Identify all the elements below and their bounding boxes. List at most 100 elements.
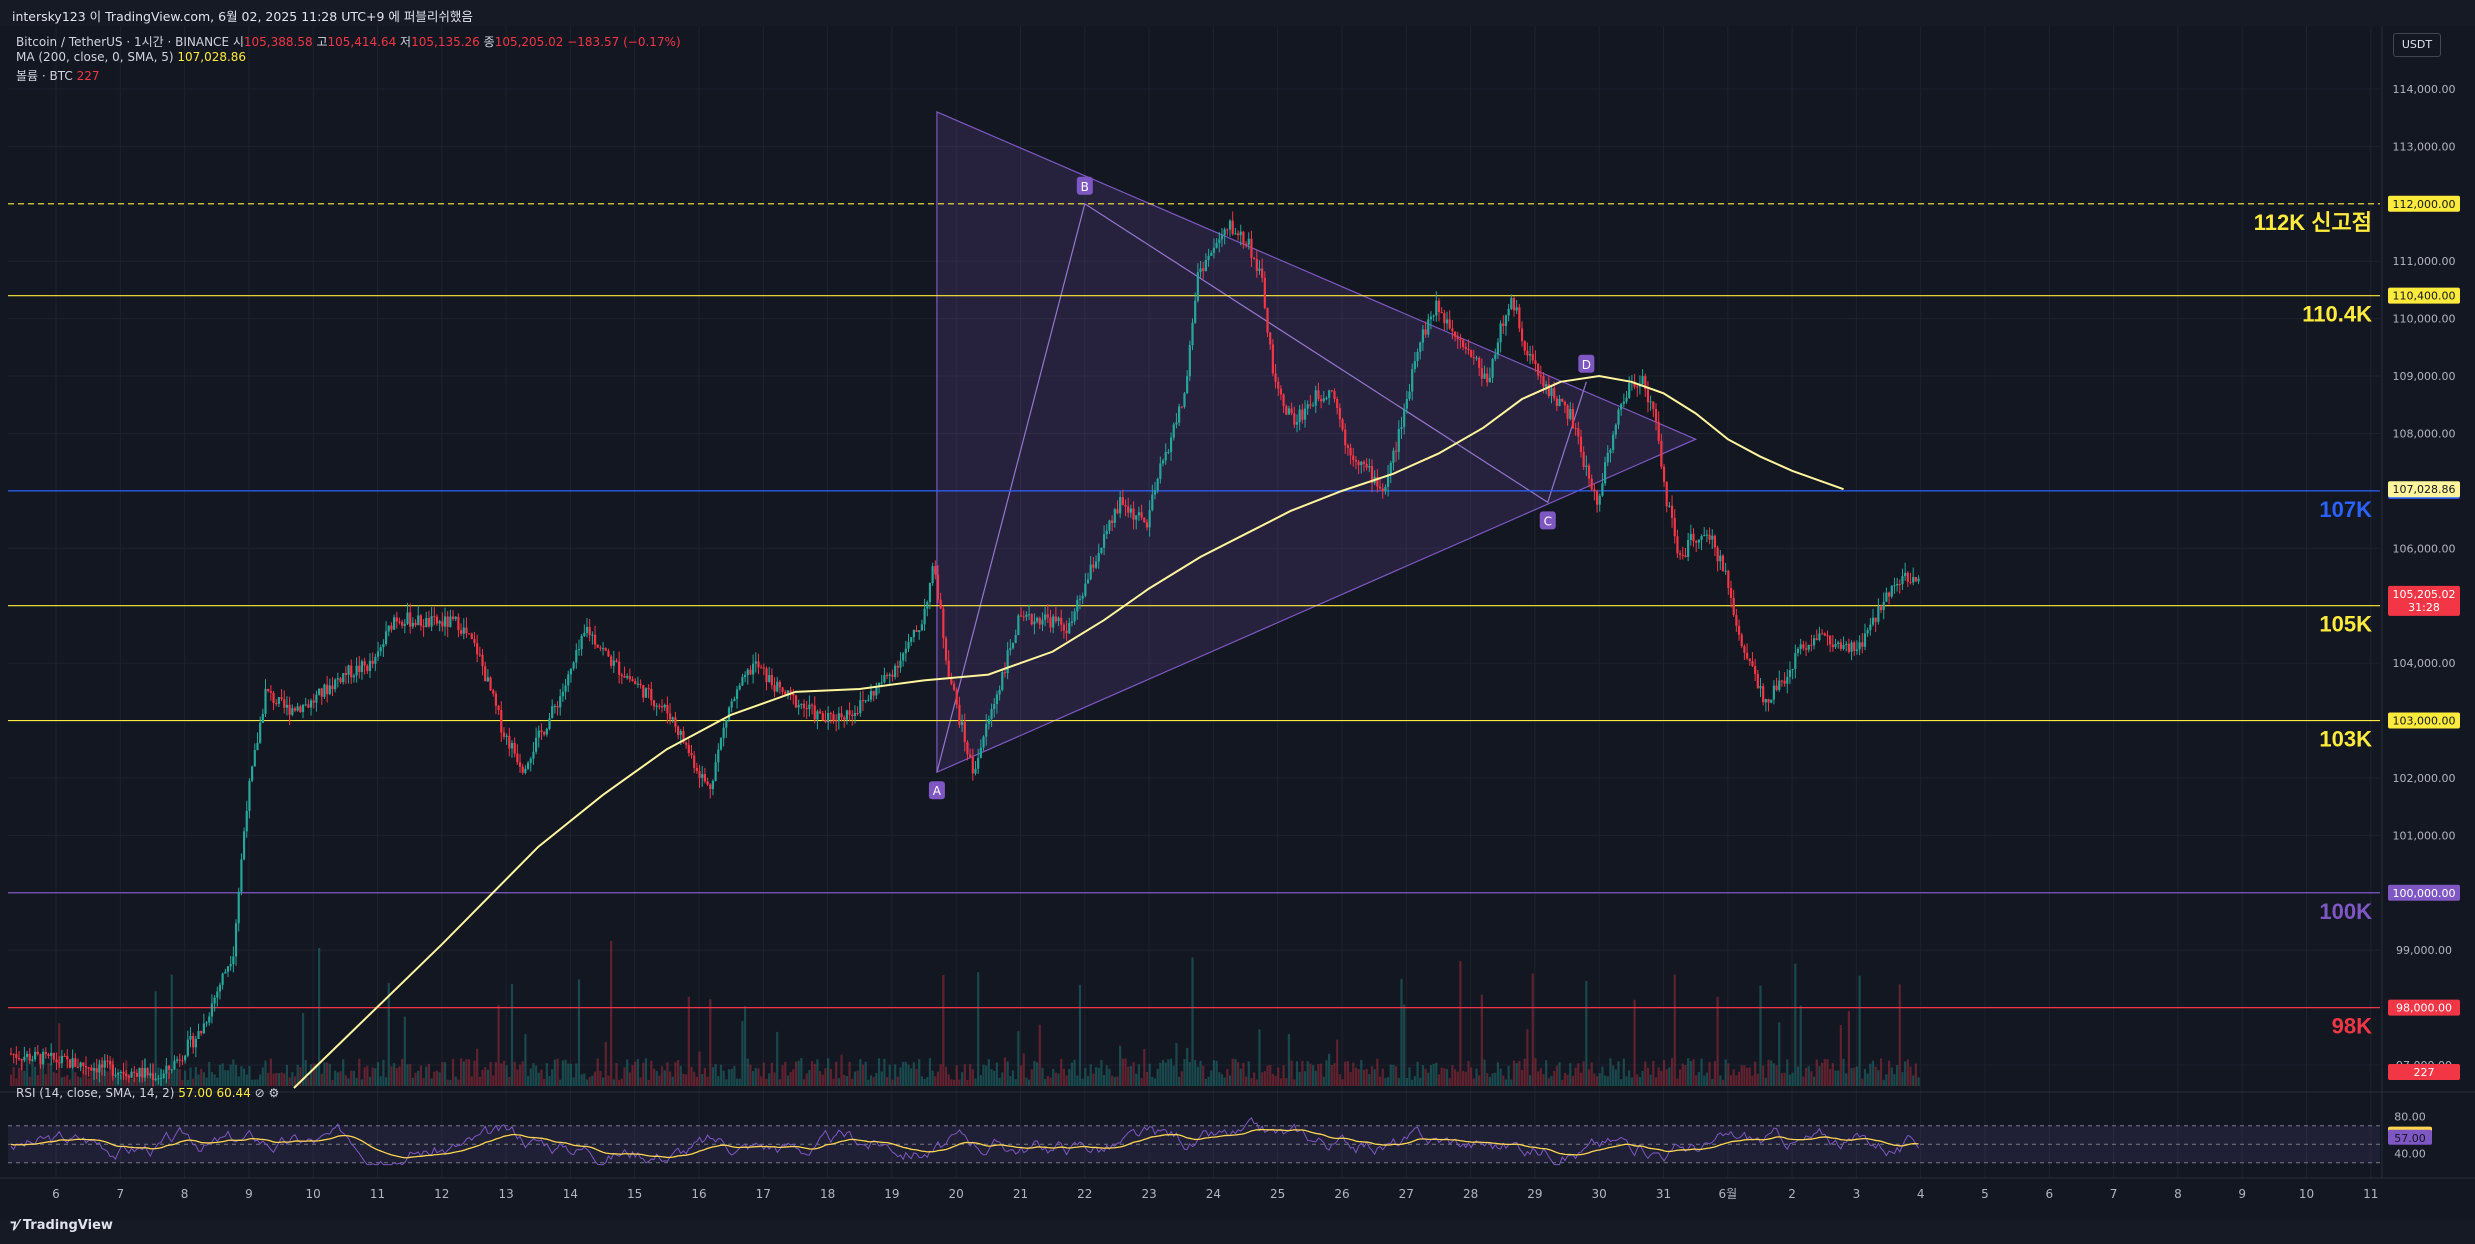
candle-body bbox=[210, 1003, 214, 1017]
candle-body bbox=[1279, 388, 1283, 395]
volume-bar bbox=[194, 1066, 197, 1086]
candle-body bbox=[459, 630, 463, 634]
candle-body bbox=[1882, 601, 1885, 610]
volume-bar bbox=[1668, 1067, 1671, 1086]
volume-bar bbox=[9, 1074, 13, 1086]
candle-body bbox=[1320, 399, 1323, 402]
volume-bar bbox=[776, 1031, 779, 1086]
ma-legend[interactable]: MA (200, close, 0, SMA, 5) 107,028.86 bbox=[16, 50, 246, 64]
price-tick-label: 109,000.00 bbox=[2393, 370, 2456, 383]
candle-body bbox=[58, 1062, 61, 1064]
volume-bar bbox=[1909, 1066, 1912, 1086]
candle-body bbox=[535, 737, 538, 752]
tradingview-logo[interactable]: ⁊⁄ TradingView bbox=[10, 1218, 113, 1233]
volume-bar bbox=[1847, 1011, 1850, 1086]
price-tick-label: 114,000.00 bbox=[2393, 83, 2456, 96]
candle-body bbox=[1448, 319, 1451, 329]
settings-icon[interactable]: ⚙ bbox=[268, 1086, 280, 1100]
candle-body bbox=[264, 688, 267, 714]
candle-body bbox=[521, 766, 524, 773]
rsi-legend[interactable]: RSI (14, close, SMA, 14, 2) 57.00 60.44 … bbox=[16, 1086, 279, 1100]
candle-body bbox=[856, 713, 859, 715]
volume-bar bbox=[435, 1070, 439, 1086]
volume-bar bbox=[668, 1071, 672, 1086]
volume-bar bbox=[1829, 1068, 1832, 1086]
volume-bar bbox=[1748, 1067, 1751, 1086]
volume-bar bbox=[1788, 1074, 1792, 1086]
candle-body bbox=[1531, 354, 1534, 361]
volume-bar bbox=[1164, 1062, 1167, 1086]
volume-bar bbox=[342, 1059, 345, 1086]
candle-body bbox=[1354, 459, 1358, 462]
candle-body bbox=[494, 693, 498, 706]
candle-body bbox=[79, 1062, 82, 1067]
time-axis: 6 7 8 9 10 11 12 13 14 15 16 17 18 19 20 21 22 23 24 25 26 27… bbox=[0, 1177, 2475, 1201]
candle-body bbox=[103, 1060, 106, 1068]
candle-body bbox=[677, 726, 680, 735]
candle-body bbox=[1885, 592, 1888, 602]
candle-body bbox=[1212, 247, 1216, 253]
volume-bar bbox=[1853, 1067, 1856, 1086]
candle-body bbox=[167, 1065, 171, 1070]
candle-body bbox=[1218, 239, 1221, 243]
volume-bar bbox=[192, 1078, 195, 1086]
volume-bar bbox=[15, 1078, 18, 1086]
candle-body bbox=[894, 665, 897, 677]
volume-bar bbox=[510, 984, 514, 1086]
candle-body bbox=[977, 757, 980, 769]
candle-body bbox=[1049, 617, 1052, 628]
candle-body bbox=[695, 767, 698, 771]
candle-body bbox=[342, 673, 345, 683]
candle-body bbox=[564, 685, 567, 692]
volume-bar bbox=[1654, 1077, 1658, 1086]
volume-bar bbox=[1705, 1072, 1709, 1086]
volume-bar bbox=[883, 1058, 886, 1086]
volume-bar bbox=[1652, 1060, 1655, 1086]
volume-bar bbox=[1346, 1061, 1349, 1086]
candle-body bbox=[1378, 486, 1382, 489]
volume-bar bbox=[827, 1058, 830, 1086]
candle-body bbox=[963, 721, 966, 743]
pattern-badge bbox=[1539, 511, 1556, 530]
volume-bar bbox=[186, 1079, 189, 1086]
volume-legend[interactable]: 볼륨 · BTC 227 bbox=[16, 67, 100, 84]
candle-body bbox=[1416, 351, 1419, 362]
candle-body bbox=[462, 627, 465, 634]
candle-body bbox=[157, 1078, 160, 1080]
volume-bar bbox=[1598, 1073, 1601, 1086]
candle-body bbox=[993, 703, 996, 710]
volume-bar bbox=[1796, 1066, 1800, 1086]
time-tick-label: 20 bbox=[949, 1187, 964, 1201]
volume-bar bbox=[899, 1067, 902, 1086]
volume-bar bbox=[1001, 1072, 1004, 1086]
candle-body bbox=[1044, 614, 1047, 620]
candle-body bbox=[320, 688, 323, 697]
time-tick-label: 30 bbox=[1592, 1187, 1607, 1201]
candle-body bbox=[1877, 606, 1880, 622]
volume-bar bbox=[1218, 1072, 1221, 1086]
candle-body bbox=[1837, 642, 1840, 645]
volume-bar bbox=[1737, 1071, 1741, 1086]
candle-body bbox=[580, 635, 583, 650]
candle-body bbox=[293, 708, 297, 711]
candle-body bbox=[1775, 685, 1778, 690]
visibility-icon[interactable]: ⊘ bbox=[254, 1086, 265, 1100]
volume-bar bbox=[1290, 1060, 1293, 1086]
time-tick-label: 28 bbox=[1463, 1187, 1478, 1201]
volume-bar bbox=[853, 1071, 857, 1086]
candle-body bbox=[743, 674, 747, 678]
volume-bar bbox=[459, 1058, 463, 1086]
volume-bar bbox=[87, 1078, 90, 1086]
candle-body bbox=[1703, 535, 1706, 537]
volume-bar bbox=[1006, 1061, 1009, 1086]
volume-bar bbox=[1724, 1059, 1727, 1086]
candle-body bbox=[1815, 638, 1818, 640]
time-tick-label: 9 bbox=[2238, 1187, 2246, 1201]
candle-body bbox=[840, 713, 843, 718]
volume-bar bbox=[1127, 1066, 1130, 1086]
currency-button[interactable]: USDT bbox=[2393, 33, 2441, 57]
volume-bar bbox=[1553, 1070, 1556, 1086]
